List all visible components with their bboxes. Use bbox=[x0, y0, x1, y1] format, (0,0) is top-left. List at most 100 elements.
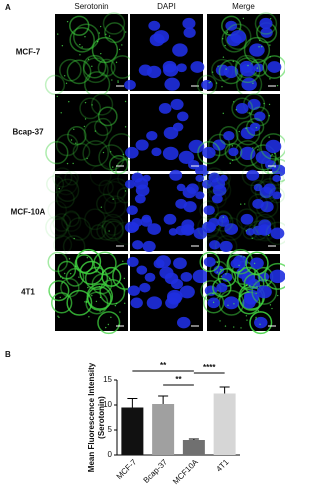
green-signal bbox=[67, 217, 91, 241]
nucleus bbox=[263, 183, 276, 194]
green-speck bbox=[256, 67, 259, 69]
nucleus bbox=[164, 77, 180, 91]
green-speck bbox=[105, 326, 107, 329]
green-speck bbox=[114, 304, 117, 307]
micrograph bbox=[55, 94, 128, 171]
x-tick-label: 4T1 bbox=[214, 457, 231, 474]
nucleus bbox=[136, 265, 148, 275]
nucleus bbox=[240, 213, 254, 225]
column-header: Serotonin bbox=[74, 2, 108, 11]
green-signal bbox=[250, 144, 277, 171]
nucleus bbox=[167, 292, 182, 305]
green-signal bbox=[54, 171, 78, 196]
green-signal bbox=[97, 58, 116, 77]
green-speck bbox=[81, 46, 83, 48]
nucleus bbox=[223, 296, 239, 310]
green-speck bbox=[99, 310, 101, 312]
green-speck bbox=[84, 118, 87, 120]
nucleus bbox=[272, 174, 281, 182]
green-speck bbox=[220, 275, 223, 277]
green-signal bbox=[79, 97, 102, 120]
green-signal bbox=[104, 220, 124, 240]
significance-label: ** bbox=[175, 375, 182, 384]
nucleus bbox=[163, 213, 177, 225]
green-signal bbox=[55, 189, 75, 209]
green-signal bbox=[64, 170, 79, 186]
green-speck bbox=[233, 303, 235, 305]
green-signal bbox=[89, 164, 112, 187]
nucleus bbox=[239, 146, 256, 161]
nucleus bbox=[175, 198, 187, 209]
green-speck bbox=[95, 271, 97, 273]
green-signal bbox=[102, 12, 126, 35]
nucleus bbox=[192, 269, 209, 284]
green-speck bbox=[217, 65, 219, 67]
green-speck bbox=[100, 52, 102, 55]
nucleus bbox=[241, 77, 257, 91]
green-speck bbox=[61, 44, 64, 47]
micrographs: Serotonin DAPI Merge MCF-7 Bcap-37 MCF-10A 4T1 bbox=[11, 2, 285, 335]
green-signal bbox=[251, 278, 278, 305]
x-tick-label: Bcap-37 bbox=[142, 457, 170, 485]
bar bbox=[213, 393, 236, 455]
green-speck bbox=[83, 125, 86, 128]
green-signal bbox=[55, 133, 79, 157]
green-signal bbox=[269, 170, 285, 186]
nucleus bbox=[253, 63, 264, 73]
green-speck bbox=[231, 145, 234, 147]
green-signal bbox=[84, 208, 106, 231]
green-signal bbox=[249, 311, 273, 335]
green-speck bbox=[99, 25, 102, 28]
green-speck bbox=[240, 327, 242, 329]
green-speck bbox=[229, 162, 231, 164]
row-label: Bcap-37 bbox=[12, 128, 44, 137]
green-speck bbox=[115, 302, 118, 305]
micrograph bbox=[55, 14, 128, 91]
green-signal bbox=[264, 262, 285, 290]
green-speck bbox=[59, 296, 61, 299]
green-speck bbox=[225, 273, 227, 275]
nucleus bbox=[173, 257, 187, 270]
green-speck bbox=[219, 320, 221, 322]
green-speck bbox=[123, 302, 126, 305]
nucleus bbox=[172, 43, 188, 57]
green-speck bbox=[269, 304, 272, 306]
green-speck bbox=[112, 166, 114, 168]
nucleus bbox=[232, 255, 248, 269]
nucleus bbox=[223, 130, 235, 141]
nucleus bbox=[272, 191, 282, 200]
green-speck bbox=[221, 86, 223, 88]
nucleus bbox=[178, 150, 195, 164]
green-speck bbox=[209, 81, 212, 83]
green-speck bbox=[255, 318, 257, 320]
green-speck bbox=[212, 292, 214, 295]
green-signal bbox=[99, 278, 126, 305]
green-speck bbox=[119, 311, 121, 313]
green-signal bbox=[234, 57, 261, 84]
green-speck bbox=[255, 316, 257, 319]
bar bbox=[152, 404, 175, 455]
green-speck bbox=[78, 276, 80, 278]
green-signal bbox=[61, 211, 82, 232]
nucleus bbox=[183, 225, 195, 235]
green-speck bbox=[232, 60, 234, 63]
green-signal bbox=[90, 224, 106, 240]
nucleus bbox=[139, 282, 151, 293]
green-signal bbox=[236, 266, 261, 290]
nucleus bbox=[209, 240, 221, 250]
green-speck bbox=[246, 284, 248, 287]
green-speck bbox=[257, 149, 259, 151]
green-speck bbox=[87, 286, 89, 289]
green-speck bbox=[268, 136, 270, 138]
green-speck bbox=[86, 256, 89, 259]
nucleus bbox=[134, 194, 146, 204]
green-speck bbox=[243, 256, 245, 258]
green-speck bbox=[73, 237, 75, 240]
green-speck bbox=[122, 260, 124, 262]
green-speck bbox=[274, 152, 276, 155]
green-speck bbox=[108, 277, 111, 280]
green-speck bbox=[222, 38, 224, 40]
green-speck bbox=[269, 78, 271, 80]
nucleus bbox=[186, 183, 199, 194]
green-speck bbox=[117, 81, 119, 83]
